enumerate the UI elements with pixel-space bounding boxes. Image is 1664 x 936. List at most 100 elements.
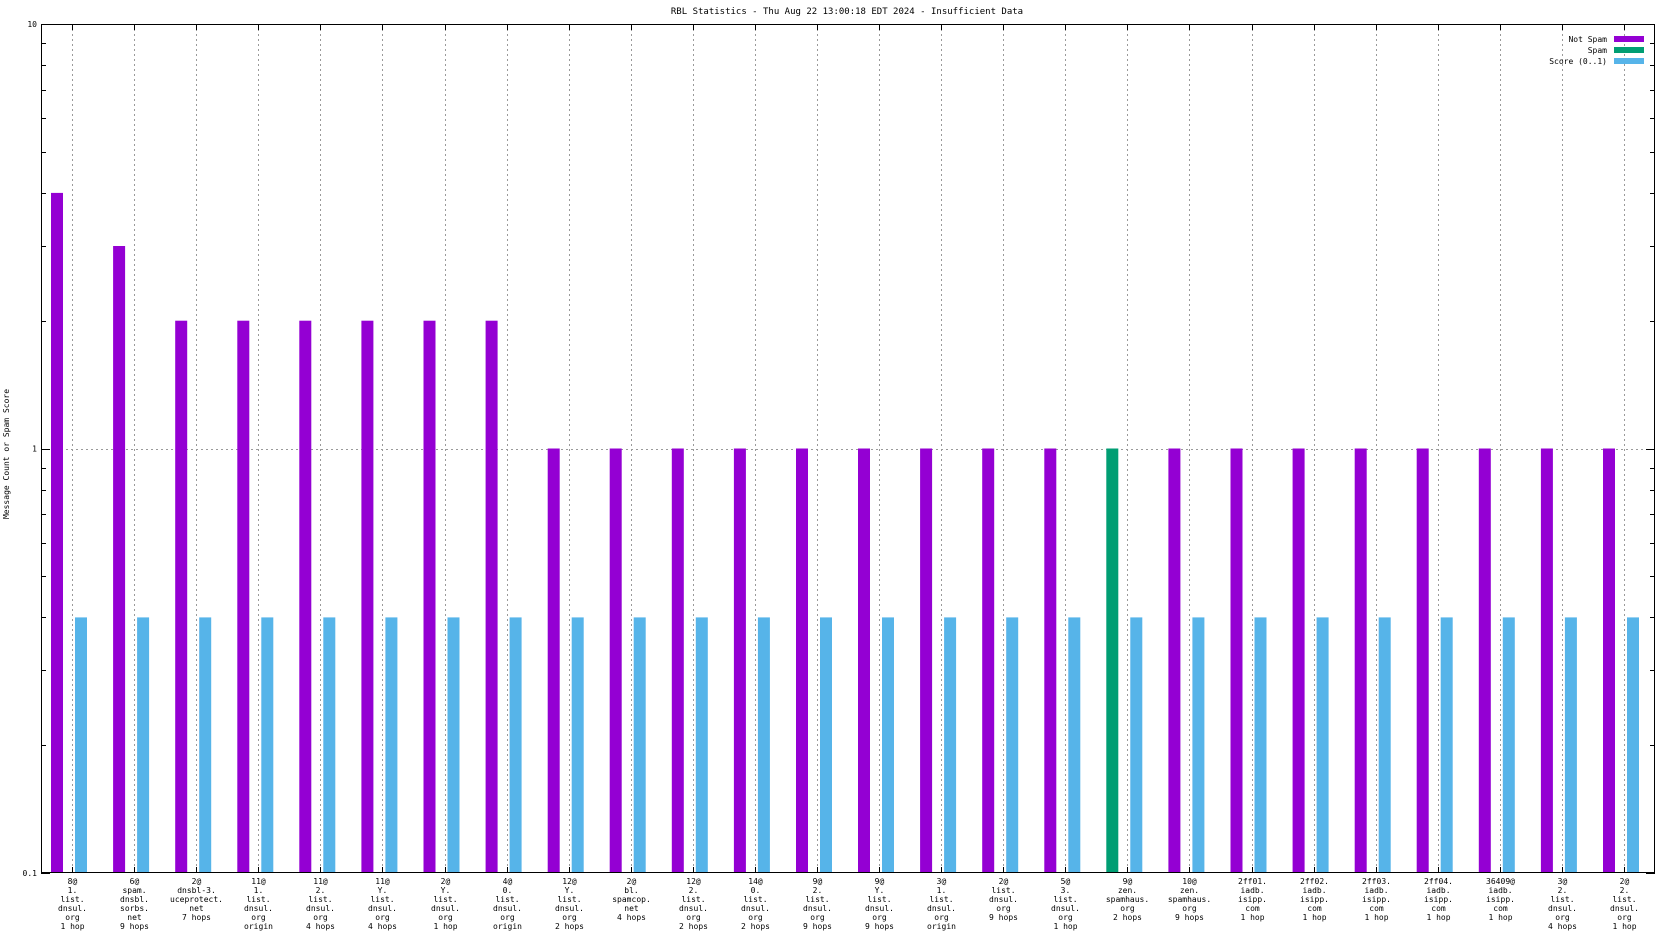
x-tick-label-line: iadb.	[1240, 886, 1264, 895]
bar-score-0-1-	[323, 617, 336, 873]
x-tick-label-line: org	[810, 913, 825, 922]
x-tick-label-line: 9 hops	[120, 922, 149, 931]
x-tick-label-line: list.	[1550, 895, 1574, 904]
x-tick-label-line: origin	[927, 922, 956, 931]
bar-score-0-1-	[1130, 617, 1143, 873]
x-tick-label: 2@ list. dnsul. org 9 hops	[989, 877, 1018, 922]
x-tick-label-line: isipp.	[1424, 895, 1453, 904]
bar-not-spam	[1292, 448, 1305, 873]
x-tick-label-line: 1 hop	[433, 922, 457, 931]
x-tick-label-line: list.	[743, 895, 767, 904]
x-tick-label: 3@ 2. list. dnsul. org 4 hops	[1548, 877, 1577, 931]
legend-label: Spam	[1588, 46, 1607, 55]
x-tick-label-line: uceprotect.	[170, 895, 223, 904]
x-tick-label-line: 11@	[375, 877, 390, 886]
x-tick-label-line: 2.	[813, 886, 823, 895]
x-tick-label-line: 1 hop	[1426, 913, 1450, 922]
x-tick-label: 2ff02. iadb. isipp. com 1 hop	[1300, 877, 1329, 922]
x-tick-label-line: 2 hops	[741, 922, 770, 931]
x-tick-label-line: 6@	[130, 877, 140, 886]
legend-label: Not Spam	[1568, 35, 1607, 44]
bar-not-spam	[113, 246, 126, 873]
x-tick-label-line: org	[438, 913, 453, 922]
x-tick-label-line: isipp.	[1300, 895, 1329, 904]
x-tick-label: 2@ Y. list. dnsul. org 1 hop	[431, 877, 460, 931]
x-tick-label-line: dnsul.	[493, 904, 522, 913]
x-tick-label-line: 4 hops	[1548, 922, 1577, 931]
x-tick-label-line: org	[313, 913, 328, 922]
x-tick-label-line: 2ff01.	[1238, 877, 1267, 886]
x-tick-label-line: 2@	[1620, 877, 1630, 886]
x-tick-label-line: 2@	[627, 877, 637, 886]
x-tick-label: 10@ zen. spamhaus. org 9 hops	[1168, 877, 1211, 922]
x-tick-label-line: list.	[308, 895, 332, 904]
bar-not-spam	[609, 448, 622, 873]
x-tick-label-line: 0.	[503, 886, 513, 895]
bar-score-0-1-	[1254, 617, 1267, 873]
x-tick-label-line: 3.	[1061, 886, 1071, 895]
x-tick-label: 12@ 2. list. dnsul. org 2 hops	[679, 877, 708, 931]
bar-score-0-1-	[447, 617, 460, 873]
bar-score-0-1-	[944, 617, 957, 873]
x-tick-label-line: org	[1120, 904, 1135, 913]
legend: Not Spam Spam Score (0..1)	[1549, 35, 1644, 66]
x-tick-label-line: 4 hops	[368, 922, 397, 931]
x-tick-label-line: 3@	[1558, 877, 1568, 886]
x-tick-label: 11@ 2. list. dnsul. org 4 hops	[306, 877, 335, 931]
x-tick-label-line: spamcop.	[612, 895, 651, 904]
x-tick-label-line: org	[251, 913, 266, 922]
x-tick-label-line: 7 hops	[182, 913, 211, 922]
x-tick-label-line: org	[500, 913, 515, 922]
bar-not-spam	[671, 448, 684, 873]
chart-title: RBL Statistics - Thu Aug 22 13:00:18 EDT…	[671, 7, 1023, 17]
legend-swatch	[1614, 47, 1644, 53]
x-tick-label-line: 2 hops	[555, 922, 584, 931]
x-tick-label-line: iadb.	[1302, 886, 1326, 895]
x-tick-label-line: dnsbl-3.	[177, 886, 216, 895]
x-tick-label-line: net	[127, 913, 142, 922]
x-tick-label-line: net	[189, 904, 204, 913]
bar-not-spam	[299, 320, 312, 873]
x-tick-label-line: 1.	[254, 886, 264, 895]
legend-swatch	[1614, 36, 1644, 42]
bar-score-0-1-	[1627, 617, 1639, 873]
bar-score-0-1-	[757, 617, 770, 873]
x-tick-label-line: 2@	[999, 877, 1009, 886]
bar-score-0-1-	[75, 617, 87, 873]
x-tick-label-line: origin	[244, 922, 273, 931]
axes: 10 1 0.1	[23, 20, 1655, 878]
x-tick-label-line: 1 hop	[1053, 922, 1077, 931]
legend-label: Score (0..1)	[1549, 57, 1607, 66]
x-tick-label: 2ff04. iadb. isipp. com 1 hop	[1424, 877, 1453, 922]
x-tick-label-line: 9@	[1123, 877, 1133, 886]
x-tick-label-line: 1.	[68, 886, 78, 895]
x-tick-label: 9@ Y. list. dnsul. org 9 hops	[865, 877, 894, 931]
x-tick-label-line: Y.	[378, 886, 388, 895]
bar-score-0-1-	[1502, 617, 1515, 873]
x-tick-label-line: isipp.	[1486, 895, 1515, 904]
x-tick-label-line: list.	[867, 895, 891, 904]
x-tick-label-line: list.	[681, 895, 705, 904]
bar-score-0-1-	[882, 617, 894, 873]
x-tick-label-line: 1.	[937, 886, 947, 895]
bar-not-spam	[1230, 448, 1243, 873]
x-tick-label-line: 11@	[313, 877, 328, 886]
x-tick-label-line: 4 hops	[306, 922, 335, 931]
bar-score-0-1-	[1440, 617, 1453, 873]
x-tick-label: 6@ spam. dnsbl. sorbs. net 9 hops	[120, 877, 149, 931]
x-tick-label-line: 4 hops	[617, 913, 646, 922]
bar-score-0-1-	[820, 617, 832, 873]
x-tick-label-line: isipp.	[1362, 895, 1391, 904]
bar-not-spam	[485, 320, 498, 873]
x-tick-label-line: org	[65, 913, 80, 922]
x-tick-label-line: dnsul.	[1610, 904, 1639, 913]
y-tick-label: 1	[32, 445, 37, 454]
x-tick-label-line: 11@	[251, 877, 266, 886]
bar-not-spam	[796, 448, 808, 873]
x-tick-label-line: org	[1555, 913, 1570, 922]
x-tick-label-line: net	[624, 904, 639, 913]
x-tick-label-line: 2ff03.	[1362, 877, 1391, 886]
bar-not-spam	[733, 448, 746, 873]
x-tick-label-line: dnsul.	[1051, 904, 1080, 913]
